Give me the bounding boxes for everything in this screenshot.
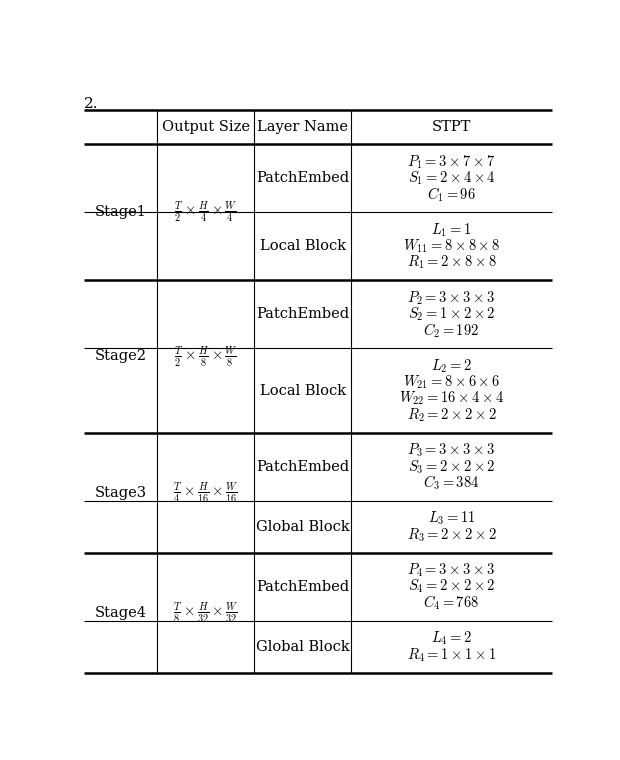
Text: $W_{21} = 8 \times 6 \times 6$: $W_{21} = 8 \times 6 \times 6$ <box>403 374 500 391</box>
Text: $W_{22} = 16 \times 4 \times 4$: $W_{22} = 16 \times 4 \times 4$ <box>399 390 504 407</box>
Text: $\frac{T}{2} \times \frac{H}{8} \times \frac{W}{8}$: $\frac{T}{2} \times \frac{H}{8} \times \… <box>174 344 237 369</box>
Text: $L_1 = 1$: $L_1 = 1$ <box>431 221 472 239</box>
Text: $S_4 = 2 \times 2 \times 2$: $S_4 = 2 \times 2 \times 2$ <box>408 578 495 595</box>
Text: $L_2 = 2$: $L_2 = 2$ <box>431 357 472 375</box>
Text: $P_3 = 3 \times 3 \times 3$: $P_3 = 3 \times 3 \times 3$ <box>407 442 495 459</box>
Text: Output Size: Output Size <box>162 120 250 135</box>
Text: Global Block: Global Block <box>256 520 350 534</box>
Text: $C_4 = 768$: $C_4 = 768$ <box>423 594 479 613</box>
Text: Local Block: Local Block <box>260 239 346 253</box>
Text: Local Block: Local Block <box>260 384 346 397</box>
Text: 2.: 2. <box>84 97 98 112</box>
Text: PatchEmbed: PatchEmbed <box>256 460 349 473</box>
Text: $R_3 = 2 \times 2 \times 2$: $R_3 = 2 \times 2 \times 2$ <box>407 526 496 543</box>
Text: PatchEmbed: PatchEmbed <box>256 580 349 594</box>
Text: $\frac{T}{2} \times \frac{H}{4} \times \frac{W}{4}$: $\frac{T}{2} \times \frac{H}{4} \times \… <box>174 200 237 224</box>
Text: $L_3 = 11$: $L_3 = 11$ <box>428 510 476 527</box>
Text: $W_{11} = 8 \times 8 \times 8$: $W_{11} = 8 \times 8 \times 8$ <box>403 237 500 255</box>
Text: $C_2 = 192$: $C_2 = 192$ <box>423 321 479 340</box>
Text: $S_1 = 2 \times 4 \times 4$: $S_1 = 2 \times 4 \times 4$ <box>407 169 495 187</box>
Text: PatchEmbed: PatchEmbed <box>256 307 349 321</box>
Text: $C_1 = 96$: $C_1 = 96$ <box>427 185 476 204</box>
Text: $C_3 = 384$: $C_3 = 384$ <box>423 474 480 492</box>
Text: $\frac{T}{8} \times \frac{H}{32} \times \frac{W}{32}$: $\frac{T}{8} \times \frac{H}{32} \times … <box>173 600 239 625</box>
Text: $P_1 = 3 \times 7 \times 7$: $P_1 = 3 \times 7 \times 7$ <box>407 153 495 170</box>
Text: $L_4 = 2$: $L_4 = 2$ <box>431 630 472 648</box>
Text: $S_2 = 1 \times 2 \times 2$: $S_2 = 1 \times 2 \times 2$ <box>408 306 495 323</box>
Text: Stage4: Stage4 <box>94 606 146 619</box>
Text: Stage1: Stage1 <box>95 205 146 219</box>
Text: $P_4 = 3 \times 3 \times 3$: $P_4 = 3 \times 3 \times 3$ <box>407 562 495 579</box>
Text: Stage3: Stage3 <box>94 486 146 499</box>
Text: $\frac{T}{4} \times \frac{H}{16} \times \frac{W}{16}$: $\frac{T}{4} \times \frac{H}{16} \times … <box>173 480 239 505</box>
Text: $R_2 = 2 \times 2 \times 2$: $R_2 = 2 \times 2 \times 2$ <box>407 407 496 424</box>
Text: PatchEmbed: PatchEmbed <box>256 171 349 185</box>
Text: Layer Name: Layer Name <box>257 120 348 135</box>
Text: Stage2: Stage2 <box>94 350 146 363</box>
Text: $R_1 = 2 \times 8 \times 8$: $R_1 = 2 \times 8 \times 8$ <box>407 254 496 271</box>
Text: $S_3 = 2 \times 2 \times 2$: $S_3 = 2 \times 2 \times 2$ <box>408 458 495 476</box>
Text: $P_2 = 3 \times 3 \times 3$: $P_2 = 3 \times 3 \times 3$ <box>407 290 495 307</box>
Text: Global Block: Global Block <box>256 640 350 654</box>
Text: $R_4 = 1 \times 1 \times 1$: $R_4 = 1 \times 1 \times 1$ <box>407 646 496 663</box>
Text: STPT: STPT <box>432 120 471 135</box>
